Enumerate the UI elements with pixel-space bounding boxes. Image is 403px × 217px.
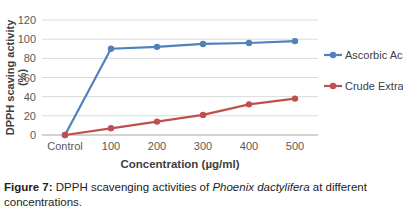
y-axis-label: DPPH scaving activity(%): [4, 19, 28, 135]
series-marker: [154, 44, 160, 50]
grid-line: [42, 77, 318, 78]
x-tick-label: Control: [47, 140, 82, 152]
caption-part: Figure 7:: [4, 181, 56, 193]
legend-label: Ascorbic Acid: [345, 49, 403, 61]
legend-marker: [330, 83, 336, 89]
y-axis-label-line: (%): [16, 69, 28, 86]
series-marker: [108, 46, 114, 52]
series-marker: [62, 132, 68, 138]
x-tick-label: 200: [148, 140, 166, 152]
y-axis-label-line: DPPH scaving activity: [4, 19, 16, 135]
y-tick-label: 40: [24, 91, 36, 103]
y-tick-label: 20: [24, 110, 36, 122]
grid-line: [42, 58, 318, 59]
series-marker: [108, 125, 114, 131]
x-tick-label: 500: [286, 140, 304, 152]
caption-part: Phoenix dactylifera: [212, 181, 309, 193]
x-tick-label: 100: [102, 140, 120, 152]
series-marker: [200, 112, 206, 118]
grid-line: [42, 115, 318, 116]
series-line: [65, 99, 295, 135]
series-marker: [246, 40, 252, 46]
x-tick-label: 400: [240, 140, 258, 152]
series-marker: [200, 41, 206, 47]
caption: Figure 7: DPPH scavenging activities of …: [4, 180, 400, 210]
grid-line: [42, 20, 318, 21]
series-marker: [292, 95, 298, 101]
caption-part: DPPH scavenging activities of: [56, 181, 213, 193]
plot-area: [62, 38, 298, 138]
legend-label: Crude Extract: [345, 80, 403, 92]
series-marker: [154, 118, 160, 124]
grid-line: [42, 96, 318, 97]
grid-line: [42, 39, 318, 40]
series-marker: [292, 38, 298, 44]
x-tick-label: 300: [194, 140, 212, 152]
legend-marker: [330, 52, 336, 58]
y-tick-label: 120: [18, 14, 36, 26]
y-tick-label: 0: [30, 129, 36, 141]
series-marker: [246, 101, 252, 107]
series-line: [65, 41, 295, 135]
y-tick-label: 100: [18, 33, 36, 45]
x-axis-label: Concentration (µg/ml): [120, 158, 239, 170]
series-marker: [62, 132, 68, 138]
y-tick-label: 80: [24, 52, 36, 64]
grid-line: [42, 135, 318, 136]
